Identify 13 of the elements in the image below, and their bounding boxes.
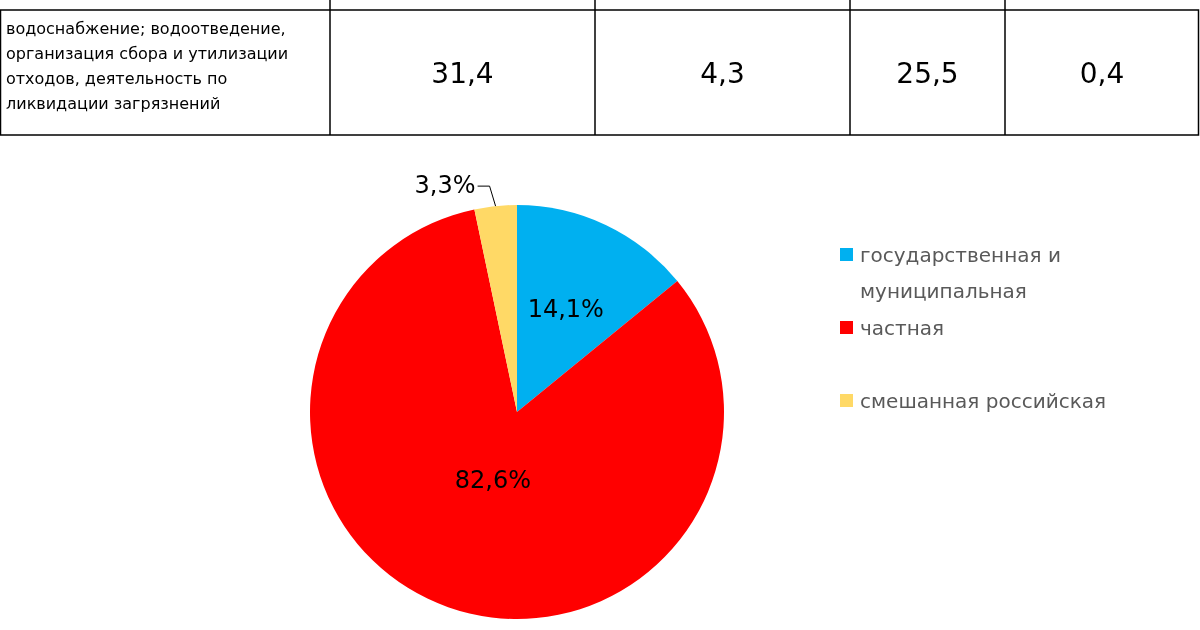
legend-label: смешанная российская [860, 389, 1107, 413]
text: 31,4 [431, 57, 494, 90]
text: 0,4 [1079, 57, 1125, 90]
pie-slice [474, 205, 517, 412]
pie-slice [517, 205, 678, 412]
text: 4,3 [700, 57, 745, 90]
legend-label: частная [860, 316, 945, 340]
data-label: 14,1% [527, 295, 604, 324]
pie-slice [310, 209, 724, 619]
text: водоснабжение; водоотведение, организация сбора и утилизации отходов, деятельность по ликвидации загрязнений [6, 19, 289, 113]
data-label: 3,3% [414, 171, 476, 200]
data-label: 82,6% [454, 466, 532, 495]
text: 25,5 [896, 57, 959, 90]
